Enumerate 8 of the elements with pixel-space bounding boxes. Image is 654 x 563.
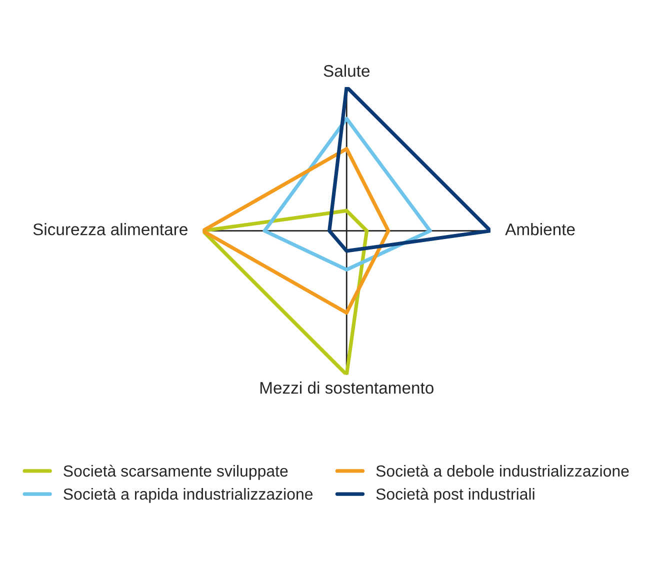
spoke-label: Salute <box>324 64 370 77</box>
legend-label: Società a debole industrializzazione <box>376 464 629 477</box>
spoke-label: Ambiente <box>505 223 575 236</box>
legend-label: Società a rapida industrializzazione <box>64 488 313 503</box>
legend-label: Società post industriali <box>376 488 534 503</box>
legend-label: Società scarsamente sviluppate <box>64 464 288 480</box>
spoke-label: Mezzi di sostentamento <box>260 382 434 394</box>
spoke-label: Sicurezza alimentare <box>33 223 188 236</box>
